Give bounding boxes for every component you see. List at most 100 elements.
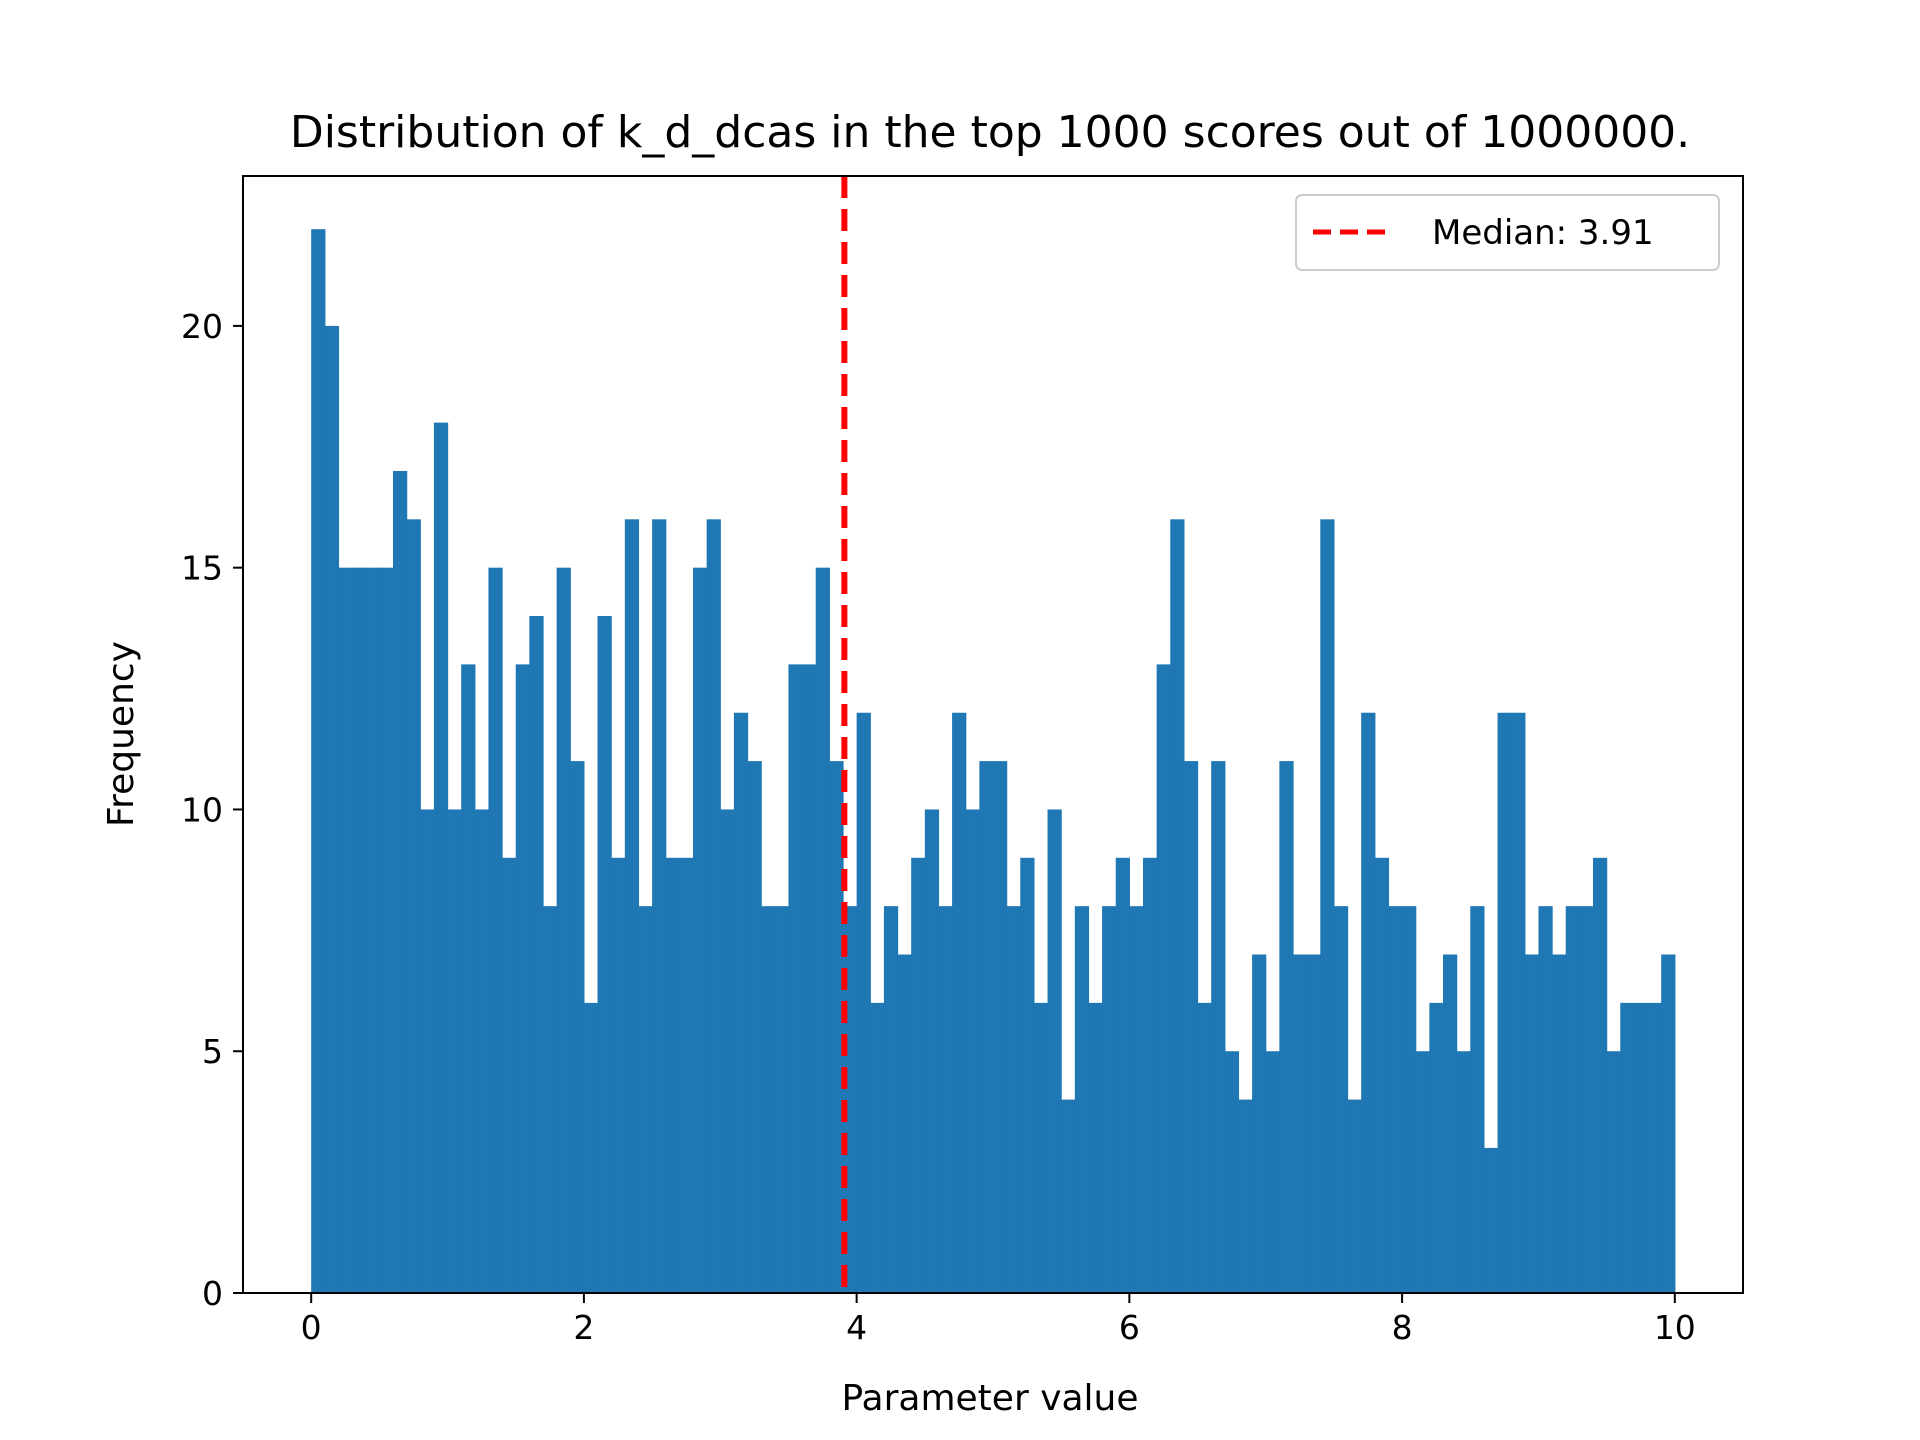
histogram-bar: [938, 906, 953, 1293]
x-tick-label: 2: [573, 1308, 594, 1347]
y-tick-label: 15: [181, 549, 223, 588]
histogram-bar: [815, 567, 830, 1293]
histogram-bar: [1524, 954, 1540, 1293]
histogram-bar: [1633, 1002, 1649, 1293]
histogram-bar: [420, 809, 435, 1293]
x-axis-label: Parameter value: [841, 1378, 1138, 1419]
histogram-bar: [829, 761, 844, 1293]
x-tick-label: 8: [1392, 1308, 1413, 1347]
histogram-bar: [1006, 906, 1021, 1293]
histogram-bar: [1197, 1002, 1212, 1293]
legend-entry-median: Median: 3.91: [1432, 213, 1654, 253]
histogram-bar: [515, 664, 530, 1293]
histogram-bar: [1033, 1002, 1049, 1293]
histogram-bar: [1047, 809, 1062, 1293]
x-tick-label: 10: [1654, 1308, 1696, 1347]
histogram-bar: [1129, 906, 1144, 1293]
histogram-bar: [1265, 1051, 1280, 1293]
y-axis-ticks: 0 5 10 15 20: [181, 307, 243, 1313]
histogram-bar: [1661, 954, 1676, 1293]
histogram-bar: [679, 857, 694, 1293]
histogram-bar: [488, 567, 503, 1293]
histogram-bar: [1088, 1002, 1103, 1293]
histogram-bar: [1470, 906, 1485, 1293]
histogram-bar: [433, 422, 449, 1294]
histogram-bar: [1156, 664, 1171, 1293]
histogram-bar: [1102, 906, 1117, 1293]
histogram-bar: [556, 567, 571, 1293]
histogram-bar: [447, 809, 462, 1293]
histogram-bar: [870, 1002, 885, 1293]
histogram-bar: [1115, 857, 1130, 1293]
histogram-bar: [1074, 906, 1090, 1293]
histogram-bar: [1456, 1051, 1471, 1293]
histogram-bar: [611, 857, 626, 1293]
histogram-bar: [1606, 1051, 1621, 1293]
histogram-bar: [720, 809, 735, 1293]
histogram-bar: [747, 761, 762, 1293]
histogram-bar: [1415, 1051, 1430, 1293]
histogram-bar: [583, 1002, 599, 1293]
histogram-bar: [1320, 519, 1335, 1293]
histogram-bar: [1552, 954, 1567, 1293]
plot-frame: [242, 175, 1744, 1294]
histogram-bar: [570, 761, 585, 1293]
x-axis-ticks: 0 2 4 6 8 10: [301, 1293, 1696, 1347]
histogram-bar: [979, 761, 994, 1293]
histogram-bar: [1020, 857, 1035, 1293]
legend: Median: 3.91: [1295, 194, 1720, 271]
histogram-bar: [883, 906, 899, 1293]
histogram-bar: [1293, 954, 1308, 1293]
histogram-bar: [1061, 1099, 1076, 1293]
histogram-bar: [788, 664, 803, 1293]
histogram-bar: [502, 857, 517, 1293]
y-tick-label: 0: [202, 1274, 223, 1313]
histogram-bar: [1565, 906, 1580, 1293]
histogram-bar: [897, 954, 912, 1293]
histogram-bar: [1388, 906, 1403, 1293]
histogram-bar: [665, 857, 680, 1293]
histogram-bar: [693, 567, 708, 1293]
histogram-bar: [1211, 761, 1226, 1293]
histogram-bar: [365, 567, 380, 1293]
y-tick-label: 10: [181, 790, 223, 829]
histogram-bar: [1347, 1099, 1362, 1293]
histogram-bar: [1238, 1099, 1253, 1293]
histogram-bars: [311, 229, 1676, 1294]
histogram-bar: [993, 761, 1008, 1293]
histogram-bar: [393, 470, 408, 1294]
histogram-bar: [1170, 519, 1185, 1293]
histogram-bar: [406, 519, 421, 1293]
histogram-bar: [474, 809, 490, 1293]
histogram-bar: [597, 616, 612, 1293]
histogram-bar: [311, 229, 326, 1294]
histogram-bar: [352, 567, 367, 1293]
histogram-bar: [529, 616, 544, 1293]
y-axis-label: Frequency: [101, 641, 142, 827]
x-tick-label: 0: [301, 1308, 322, 1347]
histogram-bar: [1443, 954, 1458, 1293]
histogram-bar: [733, 712, 749, 1293]
histogram-bar: [1402, 906, 1417, 1293]
histogram-bar: [543, 906, 558, 1293]
histogram-bar: [624, 519, 640, 1293]
histogram-bar: [1620, 1002, 1635, 1293]
histogram-bar: [652, 519, 667, 1293]
histogram-bar: [1538, 906, 1553, 1293]
histogram-bar: [1252, 954, 1267, 1293]
histogram-bar: [1497, 712, 1512, 1293]
histogram-bar: [1429, 1002, 1444, 1293]
histogram-bar: [1511, 712, 1526, 1293]
histogram-bar: [856, 712, 871, 1293]
chart-title: Distribution of k_d_dcas in the top 1000…: [290, 107, 1690, 158]
histogram-bar: [924, 809, 940, 1293]
histogram-bar: [1593, 857, 1608, 1293]
histogram-bar: [1183, 761, 1199, 1293]
histogram-bar: [1374, 857, 1390, 1293]
x-tick-label: 4: [846, 1308, 867, 1347]
x-tick-label: 6: [1119, 1308, 1140, 1347]
histogram-bar: [965, 809, 980, 1293]
y-tick-label: 20: [181, 307, 223, 346]
histogram-bar: [952, 712, 967, 1293]
